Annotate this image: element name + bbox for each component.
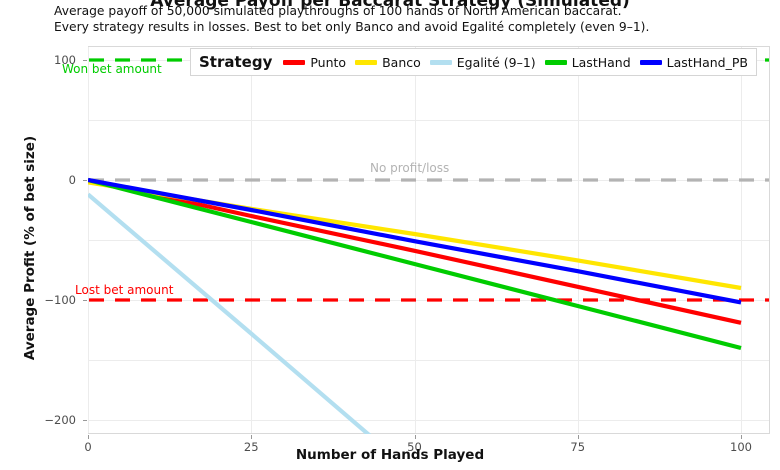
legend-swatch [429,59,452,65]
x-axis-tick-mark [251,435,253,439]
y-axis-tick-mark [83,180,87,181]
gridline-horizontal [89,360,769,361]
x-axis-tick-mark [741,435,742,439]
gridline-vertical [88,47,89,433]
series-line-lasthand [88,177,742,351]
x-axis-tick-mark [414,435,416,439]
legend-swatch [355,59,378,65]
chart-subtitle-line1: Average payoff of 50,000 simulated playt… [54,4,622,18]
chart-subtitle: Average payoff of 50,000 simulated playt… [54,4,649,35]
x-axis-tick-mark [88,435,89,439]
legend-item-banco[interactable]: Banco [355,55,421,70]
y-axis-tick-mark [83,300,87,301]
legend-swatch [639,59,662,65]
legend-label: Punto [310,54,347,70]
series-line-lasthand-pb [88,177,742,305]
x-axis-tick-label: 100 [730,440,752,454]
legend-label: Banco [382,54,421,70]
y-axis-tick-mark [83,60,87,61]
x-axis-tick-mark [577,435,579,439]
legend-item-punto[interactable]: Punto [283,55,346,70]
gridline-horizontal [89,120,769,121]
legend-item-lasthand[interactable]: LastHand [544,54,631,70]
x-axis-tick-label: 0 [84,440,92,454]
legend-label: Egalité (9–1) [456,54,536,70]
annotation-no-profit-loss: No profit/loss [370,161,450,175]
x-axis-tick-label: 25 [243,440,259,454]
y-axis-tick-label: 100 [54,53,76,67]
annotation-won-bet-amount: Won bet amount [62,62,162,76]
series-line-egalit-9-1 [88,192,372,434]
x-axis-title: Number of Hands Played [295,447,485,463]
chart-subtitle-line2: Every strategy results in losses. Best t… [54,19,650,34]
y-axis-tick-label: 0 [68,173,76,187]
legend-swatch [283,59,306,65]
legend-item-egalit-9-1[interactable]: Egalité (9–1) [429,54,536,70]
x-axis-tick-label: 75 [570,440,586,454]
y-axis-tick-label: −100 [44,293,76,307]
clipped-content [88,58,769,434]
chart-title: Average Payoff per Baccarat Strategy (Si… [150,0,630,11]
legend: Strategy Punto Banco Egalité (9–1) LastHand… [190,48,757,76]
y-axis-tick-mark [83,420,87,421]
legend-item-lasthand-pb[interactable]: LastHand_PB [639,54,748,70]
y-axis-tick-label: −200 [44,413,76,427]
y-axis-title: Average Profit (% of bet size) [22,135,38,361]
legend-swatch [544,59,567,65]
gridline-horizontal [89,420,769,421]
legend-label: LastHand_PB [666,54,748,70]
x-axis-tick-label: 50 [407,440,422,454]
annotation-lost-bet-amount: Lost bet amount [75,283,174,297]
legend-label: LastHand [571,54,631,70]
gridline-horizontal [89,240,769,241]
legend-title: Strategy [199,53,273,71]
series-line-punto [88,177,742,325]
